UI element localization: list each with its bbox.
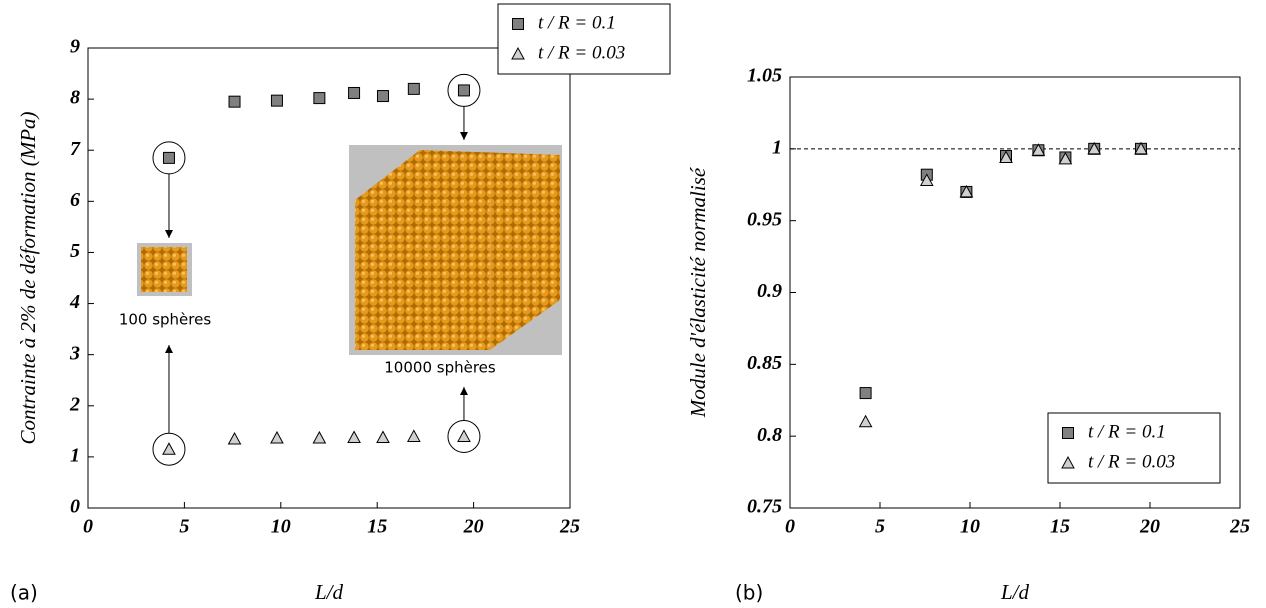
panel-label: (a) [10,581,38,605]
triangle-marker [312,430,327,444]
x-tick-label: 25 [559,516,580,538]
y-tick-label: 2 [69,393,80,415]
triangle-marker [406,429,421,442]
x-tick-label: 0 [83,516,93,538]
x-tick-label: 10 [960,516,980,538]
x-tick-label: 15 [1050,516,1070,538]
x-tick-label: 10 [271,516,291,538]
y-tick-label: 0 [70,496,80,518]
triangle-marker [858,414,873,428]
triangle-marker [347,430,361,443]
triangle-marker [919,173,934,186]
series [162,429,471,455]
y-tick-label: 0.9 [757,280,782,302]
legend-label: t / R = 0.1 [538,12,616,33]
triangle-marker [1134,141,1148,155]
square-marker [407,82,420,95]
annotation: 100 sphères [119,311,212,329]
sphere-image-small [137,243,192,296]
y-tick-label: 1.05 [747,65,782,87]
triangle-marker [376,430,390,443]
y-tick-label: 4 [69,291,80,313]
triangle-marker [1031,143,1046,156]
y-tick-label: 6 [70,189,80,211]
square-marker [270,94,283,107]
square-marker [457,84,470,97]
x-tick-label: 15 [367,516,387,538]
square-marker [228,95,241,108]
triangle-marker [1058,151,1073,165]
y-axis-label: Contrainte à 2% de déformation (MPa) [16,111,40,444]
annotation: 10000 sphères [384,359,496,377]
x-axis-label: L/d [314,580,344,604]
legend-box [497,3,671,75]
triangle-marker [959,184,974,198]
x-tick-label: 5 [179,516,189,538]
y-axis-label: Module d'élasticité normalisé [686,166,710,418]
triangle-marker [1087,141,1102,155]
y-tick-label: 9 [70,36,80,58]
x-tick-label: 20 [463,516,484,538]
plot-frame [87,47,571,509]
arrow-head [164,230,173,238]
x-tick-label: 0 [785,516,795,538]
series [858,141,1148,428]
y-tick-label: 1 [772,136,782,158]
triangle-marker [457,429,471,442]
square-marker [376,90,389,103]
square-marker [313,92,326,105]
legend-label: t / R = 0.03 [1088,451,1175,472]
y-tick-label: 0.75 [747,496,782,518]
y-tick-label: 0.85 [747,352,782,374]
y-tick-label: 3 [69,342,80,364]
legend-label: t / R = 0.03 [538,42,625,63]
arrow-head [459,132,468,140]
arrow-head [164,345,173,353]
y-tick-label: 0.8 [757,424,782,446]
x-tick-label: 25 [1229,516,1250,538]
x-tick-label: 5 [875,516,885,538]
x-axis-label: L/d [1000,580,1030,604]
sphere-image-large [349,145,562,355]
square-marker [162,151,175,164]
panel-label: (b) [735,581,763,605]
legend-marker [1062,427,1074,439]
arrow-head [459,387,468,395]
y-tick-label: 7 [70,138,81,160]
series [162,82,470,164]
triangle-marker [227,431,242,445]
legend-marker [511,46,525,60]
triangle-marker [270,430,284,444]
y-tick-label: 5 [70,240,80,262]
legend-label: t / R = 0.1 [1088,421,1166,442]
legend-marker [512,18,524,30]
triangle-marker [999,150,1013,163]
series [859,142,1147,400]
triangle-marker [162,442,176,455]
legend-marker [1061,455,1075,469]
legend-box [1047,412,1221,484]
y-tick-label: 1 [70,444,80,466]
square-marker [348,86,361,99]
square-marker [859,387,872,400]
x-tick-label: 20 [1139,516,1160,538]
y-tick-label: 8 [70,87,80,109]
y-tick-label: 0.95 [747,208,782,230]
